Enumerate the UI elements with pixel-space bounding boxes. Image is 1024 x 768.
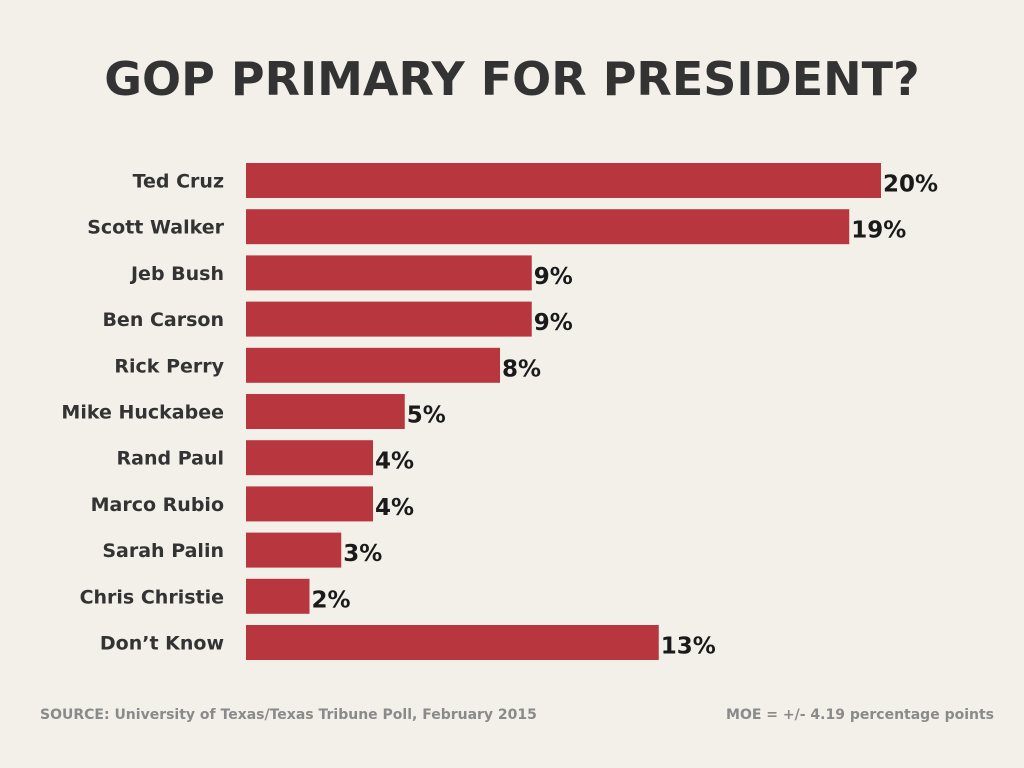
category-label: Mike Huckabee <box>61 402 224 424</box>
value-label: 9% <box>534 264 573 290</box>
category-label: Rick Perry <box>114 355 224 377</box>
category-label: Don’t Know <box>100 633 224 655</box>
category-label: Rand Paul <box>117 448 224 470</box>
category-label: Marco Rubio <box>91 494 224 516</box>
value-label: 9% <box>534 310 573 336</box>
value-label: 4% <box>375 449 414 475</box>
value-label: 13% <box>661 634 716 660</box>
bar <box>246 163 881 198</box>
value-label: 20% <box>883 172 938 198</box>
category-label: Ben Carson <box>102 309 224 331</box>
category-label: Sarah Palin <box>102 540 224 562</box>
bar <box>246 440 373 476</box>
value-label: 8% <box>502 356 541 382</box>
value-label: 19% <box>851 218 906 244</box>
bar <box>246 394 405 429</box>
chart-title: GOP PRIMARY FOR PRESIDENT? <box>104 52 920 106</box>
value-label: 4% <box>375 495 414 521</box>
bar <box>246 347 500 383</box>
bar <box>246 301 532 337</box>
bar <box>246 578 310 614</box>
category-label: Scott Walker <box>87 217 224 239</box>
value-label: 5% <box>407 403 446 429</box>
value-label: 2% <box>312 587 351 613</box>
category-label: Chris Christie <box>80 586 224 608</box>
bar <box>246 532 342 568</box>
value-label: 3% <box>343 541 382 567</box>
category-label: Jeb Bush <box>129 263 224 285</box>
margin-of-error-note: MOE = +/- 4.19 percentage points <box>726 707 994 723</box>
bar <box>246 209 850 245</box>
bar <box>246 255 532 291</box>
category-label: Ted Cruz <box>133 171 224 193</box>
source-note: SOURCE: University of Texas/Texas Tribun… <box>40 707 537 723</box>
bar <box>246 625 659 660</box>
bar <box>246 486 373 522</box>
